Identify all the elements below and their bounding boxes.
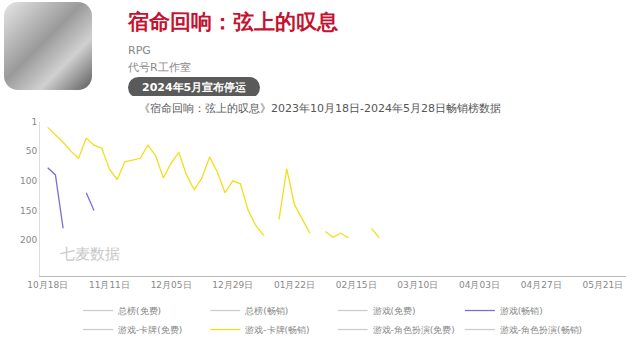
- svg-text:游戏(免费): 游戏(免费): [373, 306, 416, 316]
- svg-text:11月11日: 11月11日: [89, 280, 130, 290]
- svg-text:12月29日: 12月29日: [212, 280, 253, 290]
- svg-text:总榜(免费): 总榜(免费): [117, 306, 161, 316]
- svg-text:游戏-角色扮演(畅销): 游戏-角色扮演(畅销): [500, 325, 582, 335]
- svg-text:04月03日: 04月03日: [459, 280, 500, 290]
- html-text:代号R工作室: 代号R工作室: [128, 61, 191, 74]
- svg-text:03月10日: 03月10日: [397, 280, 438, 290]
- svg-text:10月18日: 10月18日: [27, 280, 68, 290]
- html-text:宿命回响：弦上的叹息: 宿命回响：弦上的叹息: [128, 10, 338, 34]
- svg-text:1: 1: [31, 117, 37, 127]
- svg-text:游戏(畅销): 游戏(畅销): [500, 306, 543, 316]
- svg-text:02月15日: 02月15日: [336, 280, 377, 290]
- svg-text:150: 150: [20, 206, 37, 216]
- svg-text:12月05日: 12月05日: [151, 280, 192, 290]
- svg-text:游戏-角色扮演(免费): 游戏-角色扮演(免费): [373, 325, 455, 335]
- svg-text:《宿命回响：弦上的叹息》2023年10月18日-2024年5: 《宿命回响：弦上的叹息》2023年10月18日-2024年5月28日畅销榜数据: [139, 102, 501, 115]
- svg-text:七麦数据: 七麦数据: [60, 245, 120, 263]
- svg-text:游戏-卡牌(畅销): 游戏-卡牌(畅销): [245, 325, 309, 335]
- html-text:RPG: RPG: [128, 44, 151, 57]
- svg-text:50: 50: [26, 146, 38, 156]
- html-text:2024年5月宣布停运: 2024年5月宣布停运: [142, 81, 247, 94]
- svg-text:总榜(畅销): 总榜(畅销): [244, 306, 288, 316]
- svg-text:05月21日: 05月21日: [582, 280, 623, 290]
- svg-text:200: 200: [20, 235, 37, 245]
- svg-text:游戏-卡牌(免费): 游戏-卡牌(免费): [118, 325, 182, 335]
- svg-text:04月27日: 04月27日: [521, 280, 562, 290]
- svg-text:01月22日: 01月22日: [274, 280, 315, 290]
- svg-text:100: 100: [20, 176, 37, 186]
